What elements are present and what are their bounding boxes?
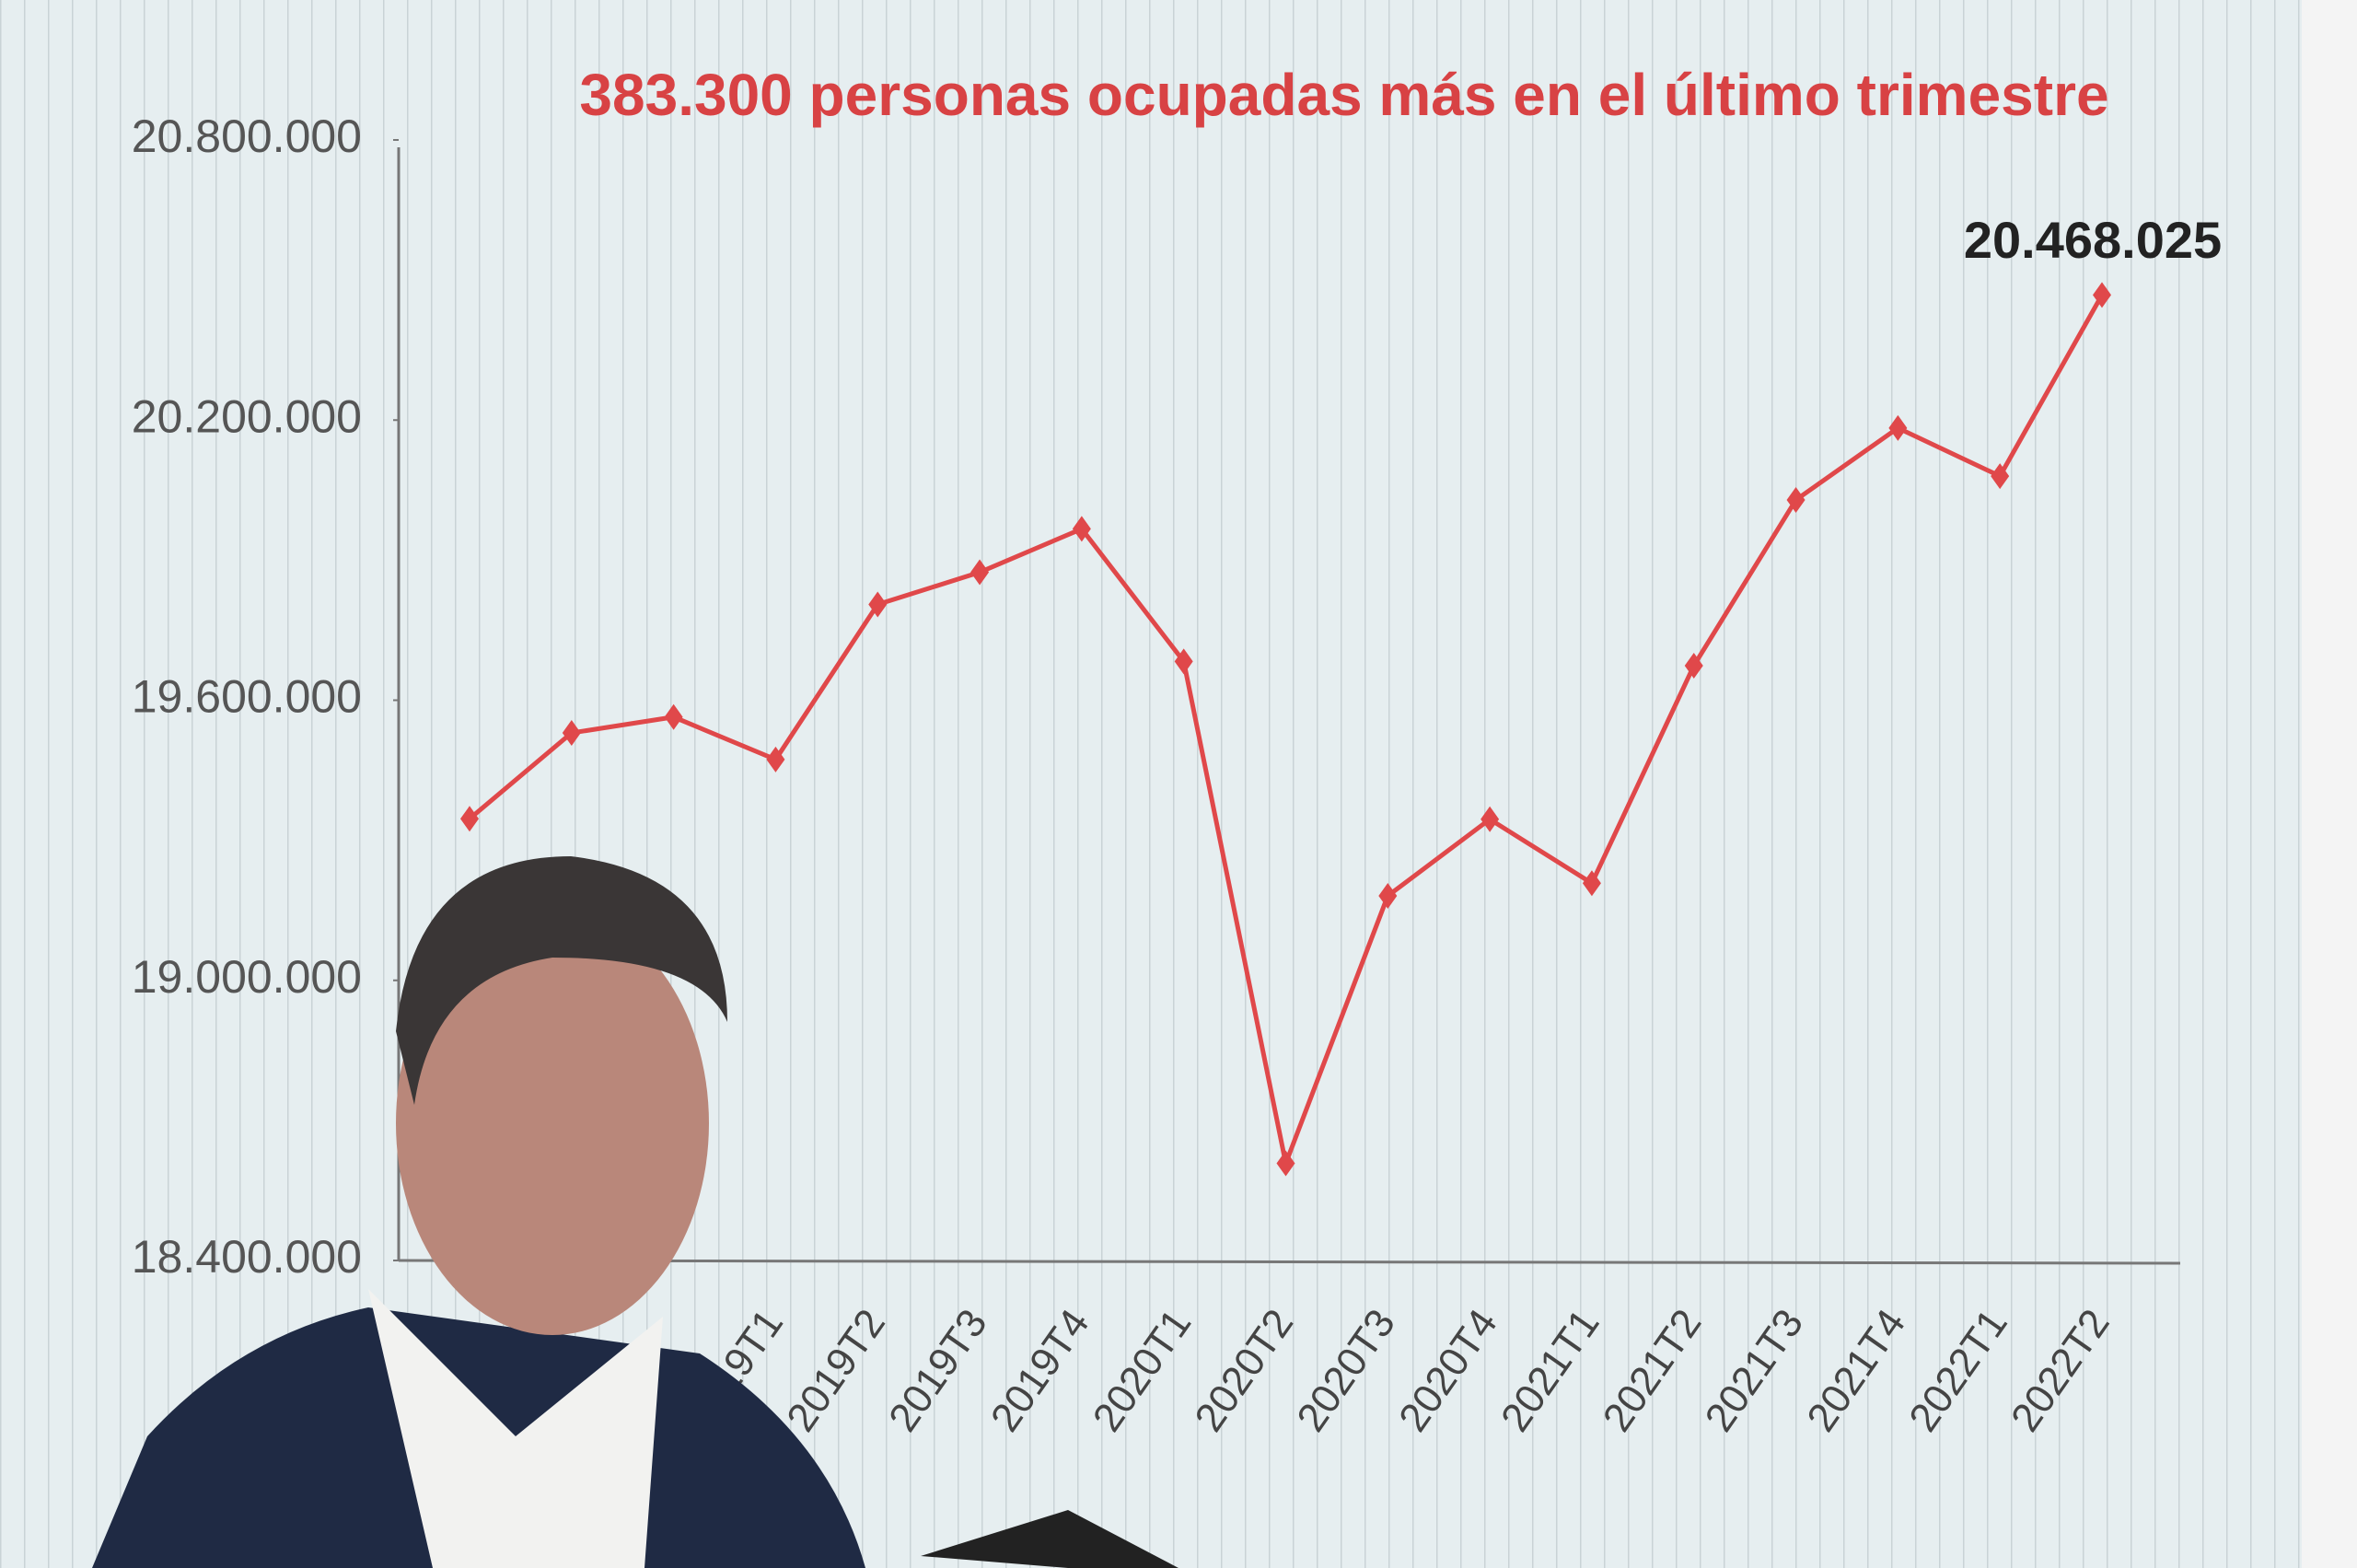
point-marker (1684, 652, 1703, 679)
point-marker (1582, 870, 1601, 897)
speaker (92, 856, 1178, 1568)
point-marker (1174, 648, 1193, 675)
point-marker (1276, 1150, 1295, 1177)
point-marker (1786, 486, 1805, 513)
point-marker (460, 806, 479, 832)
point-marker (1378, 882, 1398, 909)
screen-edge (2302, 0, 2357, 1568)
x-axis (398, 1259, 2181, 1265)
y-tick-label: 18.400.000 (132, 1231, 362, 1283)
value-label: 20.468.025 (1964, 211, 2222, 269)
point-marker (1888, 414, 1908, 441)
point-marker (970, 559, 990, 586)
chart-title: 383.300 personas ocupadas más en el últi… (579, 62, 2108, 128)
y-tick-label: 19.600.000 (132, 671, 362, 723)
point-marker (562, 719, 581, 746)
point-marker (1991, 463, 2010, 490)
point-marker (1480, 806, 1500, 832)
point-marker (766, 746, 785, 772)
point-marker (2093, 282, 2111, 308)
point-marker (1072, 516, 1091, 542)
point-marker (664, 703, 683, 730)
point-marker (868, 591, 888, 618)
y-tick-label: 19.000.000 (132, 951, 362, 1003)
y-tick-label: 20.800.000 (132, 110, 362, 162)
y-tick-label: 20.200.000 (132, 390, 362, 442)
